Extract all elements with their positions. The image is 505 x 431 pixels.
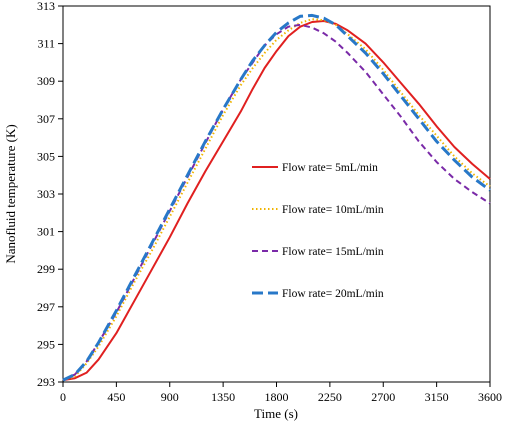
y-tick-label: 307 — [37, 112, 55, 126]
series-line-2 — [62, 18, 491, 382]
y-tick-label: 299 — [37, 262, 55, 276]
y-tick-label: 305 — [37, 149, 55, 163]
y-tick-label: 297 — [37, 300, 55, 314]
y-tick-label: 303 — [37, 187, 55, 201]
x-tick-label: 3150 — [425, 390, 449, 404]
x-axis-ticks: 0 450 900 1350 1800 2250 2700 3150 3600 — [60, 382, 502, 404]
x-tick-label: 450 — [107, 390, 125, 404]
x-tick-label: 3600 — [478, 390, 502, 404]
x-tick-label: 1350 — [211, 390, 235, 404]
x-tick-label: 900 — [161, 390, 179, 404]
y-axis-title: Nanofluid temperature (K) — [3, 124, 18, 263]
series-layer — [62, 13, 491, 382]
legend-label-3: Flow rate= 15mL/min — [282, 246, 384, 258]
series-line-3 — [62, 23, 491, 382]
legend-label-1: Flow rate= 5mL/min — [282, 162, 378, 174]
x-tick-label: 1800 — [265, 390, 289, 404]
x-axis-title: Time (s) — [254, 406, 298, 421]
y-tick-label: 313 — [37, 0, 55, 13]
x-tick-label: 2250 — [318, 390, 342, 404]
y-tick-label: 301 — [37, 225, 55, 239]
y-tick-label: 311 — [37, 37, 55, 51]
y-tick-label: 295 — [37, 337, 55, 351]
plot-frame — [62, 5, 491, 383]
legend-label-2: Flow rate= 10mL/min — [282, 204, 384, 216]
x-tick-label: 2700 — [371, 390, 395, 404]
x-tick-label: 0 — [60, 390, 66, 404]
series-line-1 — [62, 20, 491, 382]
legend-label-4: Flow rate= 20mL/min — [282, 288, 384, 300]
y-axis-ticks: 293 295 297 299 301 303 305 307 309 311 313 — [37, 0, 63, 389]
legend: Flow rate= 5mL/min Flow rate= 10mL/min Flo… — [252, 162, 384, 300]
y-tick-label: 309 — [37, 74, 55, 88]
y-tick-label: 293 — [37, 375, 55, 389]
series-line-4 — [62, 13, 491, 382]
